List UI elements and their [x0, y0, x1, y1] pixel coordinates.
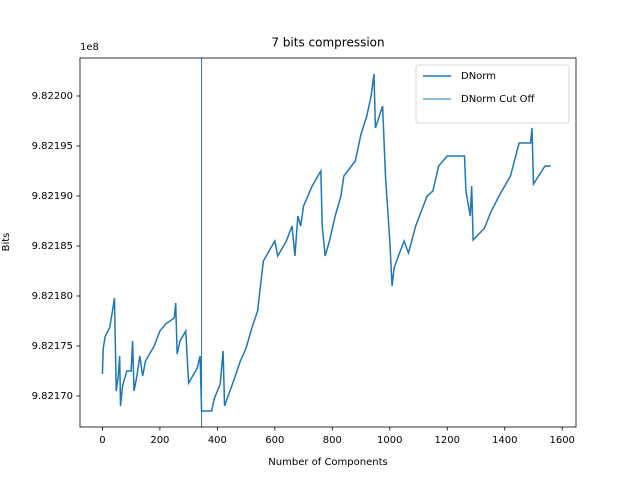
y-axis-label: Bits: [1, 233, 12, 252]
x-tick-label: 400: [208, 435, 227, 446]
y-tick-label: 9.82185: [32, 241, 73, 252]
x-tick-label: 1000: [377, 435, 402, 446]
chart-title: 7 bits compression: [271, 36, 384, 50]
x-tick-label: 800: [323, 435, 342, 446]
plot-frame: [79, 57, 577, 428]
x-tick-label: 0: [99, 435, 105, 446]
legend-label: DNorm Cut Off: [461, 94, 535, 105]
x-tick-label: 1200: [435, 435, 460, 446]
y-tick-label: 9.82170: [32, 391, 73, 402]
x-axis-label: Number of Components: [268, 457, 387, 468]
x-tick-label: 200: [150, 435, 169, 446]
y-offset-text: 1e8: [80, 42, 99, 53]
y-tick-label: 9.82200: [32, 91, 73, 102]
y-tick-label: 9.82175: [32, 341, 73, 352]
y-tick-label: 9.82190: [32, 191, 73, 202]
legend-label: DNorm: [461, 71, 496, 82]
x-tick-label: 1400: [492, 435, 517, 446]
x-tick-label: 600: [265, 435, 284, 446]
legend-box: [415, 64, 570, 124]
y-tick-label: 9.82180: [32, 291, 73, 302]
x-tick-label: 1600: [549, 435, 574, 446]
data-line: [101, 73, 551, 412]
y-tick-label: 9.82195: [32, 141, 73, 152]
